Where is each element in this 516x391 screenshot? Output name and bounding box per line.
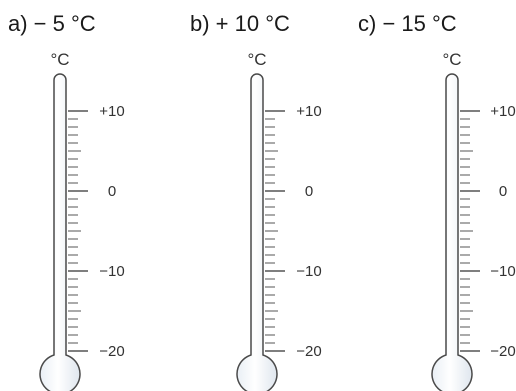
caption-a: a) − 5 °C bbox=[8, 11, 96, 36]
tick-label-minus20-a: −20 bbox=[99, 343, 124, 360]
tick-marks-b bbox=[265, 110, 285, 352]
unit-label-a: °C bbox=[50, 50, 69, 69]
tick-label-minus10-b: −10 bbox=[296, 263, 321, 280]
tick-marks-c bbox=[460, 110, 480, 352]
tick-marks-a bbox=[68, 110, 88, 352]
thermometer-body-c bbox=[431, 73, 473, 391]
tick-label-minus10-a: −10 bbox=[99, 263, 124, 280]
thermometer-a: a) − 5 °C °C +10 0 −10 −20 bbox=[8, 11, 125, 391]
thermometer-c: c) − 15 °C °C +10 0 −10 −20 bbox=[358, 11, 516, 391]
tick-label-0-b: 0 bbox=[305, 183, 313, 200]
tick-label-minus10-c: −10 bbox=[490, 263, 515, 280]
tick-label-minus20-b: −20 bbox=[296, 343, 321, 360]
thermometer-body-b bbox=[236, 73, 278, 391]
caption-b: b) + 10 °C bbox=[190, 11, 290, 36]
tick-label-0-c: 0 bbox=[499, 183, 507, 200]
tick-label-0-a: 0 bbox=[108, 183, 116, 200]
caption-c: c) − 15 °C bbox=[358, 11, 457, 36]
unit-label-b: °C bbox=[247, 50, 266, 69]
tick-label-plus10-a: +10 bbox=[99, 103, 124, 120]
unit-label-c: °C bbox=[442, 50, 461, 69]
tick-label-minus20-c: −20 bbox=[490, 343, 515, 360]
tick-label-plus10-c: +10 bbox=[490, 103, 515, 120]
tick-label-plus10-b: +10 bbox=[296, 103, 321, 120]
thermometer-body-a bbox=[39, 73, 81, 391]
thermometer-b: b) + 10 °C °C +10 0 −10 −20 bbox=[190, 11, 322, 391]
